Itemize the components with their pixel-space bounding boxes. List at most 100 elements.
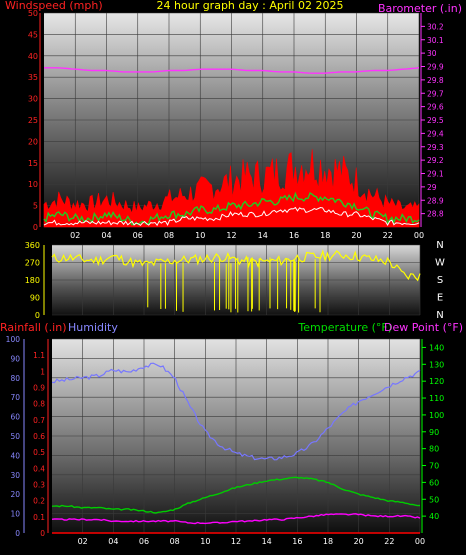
compass-label: W (435, 258, 445, 269)
temp-y-tick: 60 (429, 478, 439, 487)
temp-x-tick: 14 (262, 537, 272, 546)
temp-x-tick: 16 (292, 537, 302, 546)
temp-x-tick: 00 (415, 537, 425, 546)
rain-y-tick: 0.5 (33, 448, 45, 457)
baro-y-tick: 29.9 (427, 63, 444, 72)
baro-y-tick: 29.7 (427, 89, 444, 98)
baro-y-tick: 29.2 (427, 156, 444, 165)
speed-series (43, 191, 420, 226)
wind-y-tick: 30 (28, 95, 38, 104)
temp-y-tick: 140 (429, 343, 444, 352)
temp-y-tick: 40 (429, 512, 439, 521)
baro-y-tick: 29.6 (427, 103, 444, 112)
temperature-axis-title: Temperature (°F) (297, 321, 392, 334)
rain-y-tick: 0.7 (33, 416, 45, 425)
rain-y-tick: 0.6 (33, 432, 45, 441)
temp-y-tick: 110 (429, 394, 444, 403)
temp-x-tick: 18 (323, 537, 333, 546)
wind-x-tick: 02 (70, 231, 80, 240)
rain-y-tick: 0.2 (33, 497, 45, 506)
direction-y-tick: 90 (30, 294, 40, 303)
wind-y-tick: 5 (33, 202, 38, 211)
temp-x-tick: 02 (78, 537, 88, 546)
wind-x-tick: 18 (320, 231, 330, 240)
barometer-series (44, 67, 420, 74)
dewpoint-axis-title: Dew Point (°F) (384, 321, 463, 334)
wind-y-tick: 45 (28, 30, 38, 39)
wind-y-tick: 15 (28, 159, 38, 168)
wind-y-tick: 25 (28, 116, 38, 125)
compass-label: N (436, 310, 443, 321)
wind-y-tick: 40 (28, 52, 38, 61)
wind-barometer-panel: 0 5 10 15 20 25 30 35 40 45 50 02 04 06 08 10 12 14 16 18 20… (28, 9, 444, 240)
dewpoint-series (51, 513, 421, 525)
humidity-y-tick: 10 (10, 510, 20, 519)
wind-x-tick: 06 (133, 231, 143, 240)
compass-label: S (437, 275, 443, 286)
temp-y-tick: 90 (429, 428, 439, 437)
humidity-y-tick: 100 (6, 335, 21, 344)
temp-x-tick: 10 (200, 537, 210, 546)
humidity-y-tick: 70 (10, 393, 20, 402)
windspeed-axis-title: Windspeed (mph) (5, 0, 103, 12)
wind-y-tick: 0 (33, 223, 38, 232)
temp-axes: 010203040506070809010000.10.20.30.40.50.… (6, 335, 445, 546)
wind-x-tick: 12 (226, 231, 236, 240)
baro-y-tick: 29.1 (427, 170, 444, 179)
temp-x-tick: 04 (108, 537, 118, 546)
humidity-y-tick: 80 (10, 374, 20, 383)
humidity-y-tick: 90 (10, 354, 20, 363)
average-series (43, 206, 420, 227)
rainfall-axis-title: Rainfall (.in) (0, 321, 67, 334)
temp-series (51, 362, 421, 534)
temp-y-tick: 70 (429, 462, 439, 471)
wind-y-tick: 50 (28, 9, 38, 18)
temp-y-tick: 120 (429, 377, 444, 386)
graph-title: 24 hour graph day : April 02 2025 (157, 0, 344, 12)
rain-y-tick: 1 (40, 367, 45, 376)
wind-y-tick: 35 (28, 73, 38, 82)
compass-label: E (437, 293, 443, 304)
rain-y-tick: 0.3 (33, 481, 45, 490)
wind-x-tick: 08 (164, 231, 174, 240)
direction-y-tick: 180 (25, 276, 40, 285)
wind-y-tick: 10 (28, 180, 38, 189)
wind-x-tick: 00 (414, 231, 424, 240)
baro-y-tick: 30.1 (427, 36, 444, 45)
temp-x-tick: 22 (384, 537, 394, 546)
direction-series (51, 249, 421, 313)
humidity-y-tick: 50 (10, 432, 20, 441)
compass-label: N (436, 240, 443, 251)
wind-y-tick: 20 (28, 137, 38, 146)
temp-x-tick: 08 (170, 537, 180, 546)
rain-y-tick: 0 (40, 529, 45, 538)
wind-x-tick: 14 (258, 231, 268, 240)
baro-y-tick: 29.3 (427, 143, 444, 152)
temp-y-tick: 50 (429, 495, 439, 504)
rain-y-tick: 0.4 (33, 464, 45, 473)
humidity-y-tick: 0 (15, 529, 20, 538)
wind-x-tick: 22 (383, 231, 393, 240)
direction-y-tick: 270 (25, 259, 40, 268)
barometer-axis-title: Barometer (.in) (378, 2, 462, 15)
baro-y-tick: 29.5 (427, 116, 444, 125)
temp-y-tick: 130 (429, 360, 444, 369)
baro-y-tick: 29 (427, 183, 437, 192)
baro-y-tick: 30.2 (427, 22, 444, 31)
temp-x-tick: 20 (354, 537, 364, 546)
humidity-axis-title: Humidity (68, 321, 118, 334)
humidity-y-tick: 30 (10, 471, 20, 480)
humidity-y-tick: 40 (10, 451, 20, 460)
humidity-series (51, 362, 421, 461)
wind-x-tick: 04 (101, 231, 111, 240)
rain-y-tick: 1.1 (33, 351, 45, 360)
temp-humidity-panel: 010203040506070809010000.10.20.30.40.50.… (6, 335, 445, 546)
baro-y-tick: 30 (427, 49, 437, 58)
humidity-y-tick: 60 (10, 413, 20, 422)
wind-x-tick: 16 (289, 231, 299, 240)
rain-y-tick: 0.1 (33, 513, 45, 522)
baro-y-tick: 29.8 (427, 76, 444, 85)
